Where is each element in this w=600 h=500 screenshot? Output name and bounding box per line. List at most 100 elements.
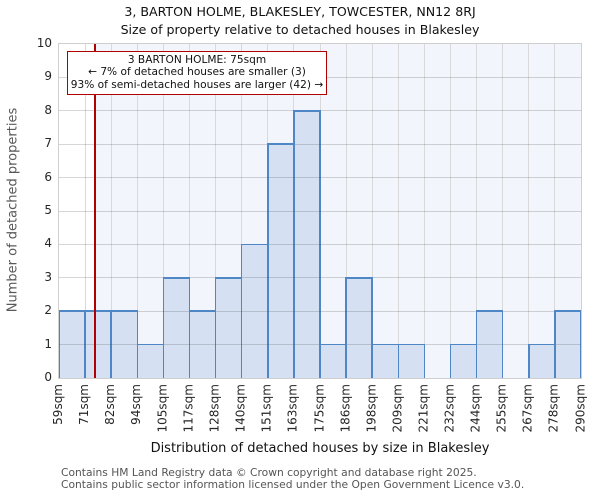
bar-outline-vertical [214,277,217,378]
histogram-bar [476,311,503,378]
y-tick-label: 8 [44,102,52,117]
footer-line-2: Contains public sector information licen… [61,477,525,491]
vertical-gridline [450,44,451,378]
vertical-gridline [110,44,112,378]
footer-line-1: Contains HM Land Registry data © Crown c… [61,466,477,479]
histogram-bar [293,110,320,378]
histogram-bar [320,344,347,378]
vertical-gridline [241,44,243,378]
bar-outline-vertical [528,344,530,378]
vertical-gridline [162,44,164,378]
bar-outline-vertical [293,110,295,378]
x-tick-label: 117sqm [181,384,196,433]
annotation-line-3: 93% of semi-detached houses are larger (… [70,78,324,91]
bar-outline-top [475,310,504,312]
y-tick-label: 9 [44,69,52,84]
bar-outline-top [371,343,400,346]
bar-outline-top [449,343,478,346]
bar-outline-top [397,343,426,346]
histogram-bar [85,311,112,378]
bar-outline-top [528,343,556,346]
vertical-gridline [423,44,425,378]
plot-area: 3 BARTON HOLME: 75sqm ← 7% of detached h… [58,43,582,379]
vertical-gridline [397,44,399,378]
x-tick-label: 232sqm [442,384,457,433]
bar-outline-vertical [371,277,373,378]
histogram-bar [241,244,268,378]
bar-outline-vertical [84,311,86,378]
y-tick-label: 0 [44,370,52,384]
histogram-bar [59,311,86,378]
bar-outline-vertical [423,344,426,378]
x-tick-label: 186sqm [338,384,353,433]
vertical-gridline [554,44,556,378]
chart-subtitle: Size of property relative to detached ho… [120,22,480,37]
bar-outline-vertical [449,344,452,378]
y-tick-label: 3 [44,269,52,284]
bar-outline-vertical [110,311,112,378]
x-tick-label: 128sqm [207,384,222,433]
bar-outline-top [162,277,191,279]
histogram-bar [346,277,373,378]
x-tick-label: 71sqm [77,384,92,425]
bar-outline-top [110,310,139,312]
bar-outline-top [214,277,243,279]
x-tick-label: 151sqm [259,384,274,433]
x-tick-label: 82sqm [103,384,118,425]
vertical-gridline [371,44,373,378]
property-marker-line [94,44,97,378]
histogram-bar [450,344,477,378]
bar-outline-top [345,277,373,279]
annotation-line-1: 3 BARTON HOLME: 75sqm [127,54,267,66]
x-tick-label: 221sqm [416,384,431,433]
histogram-bar [111,311,138,378]
histogram-bar [554,311,581,378]
histogram-bar [267,144,294,378]
bar-outline-vertical [319,110,321,378]
y-tick-label: 4 [44,236,52,251]
vertical-gridline [136,44,138,378]
histogram-bar [372,344,399,378]
bar-outline-vertical [580,311,581,378]
bar-outline-top [188,310,217,312]
y-tick-label: 1 [44,336,52,351]
x-tick-label: 140sqm [233,384,248,433]
x-tick-label: 278sqm [546,384,561,433]
bar-outline-top [59,310,86,312]
horizontal-gridline [59,277,581,279]
annotation-box: 3 BARTON HOLME: 75sqm ← 7% of detached h… [67,51,327,95]
horizontal-gridline [59,310,581,312]
bar-outline-top [554,310,581,312]
bar-outline-vertical [501,311,504,378]
bar-outline-vertical [345,277,347,378]
chart-title: 3, BARTON HOLME, BLAKESLEY, TOWCESTER, N… [124,4,476,19]
vertical-gridline [215,44,217,378]
bar-outline-top [84,310,112,312]
bar-outline-top [293,110,321,112]
bar-outline-vertical [267,144,269,378]
y-tick-label: 2 [44,303,52,318]
x-tick-label: 94sqm [129,384,144,425]
vertical-gridline [476,44,478,378]
x-tick-label: 290sqm [573,384,587,433]
bar-outline-vertical [162,277,165,378]
vertical-gridline [345,44,347,378]
bar-outline-vertical [240,244,243,378]
vertical-gridline [528,44,530,378]
y-tick-label: 5 [44,203,52,217]
x-tick-label: 59sqm [51,384,65,425]
histogram-bar [137,344,164,378]
bar-outline-top [319,343,347,346]
bar-outline-vertical [397,344,400,378]
horizontal-gridline [59,243,581,245]
x-tick-label: 244sqm [468,384,483,433]
x-tick-label: 198sqm [364,384,379,433]
histogram-bar [163,277,190,378]
bar-outline-top [240,243,269,246]
histogram-bar [398,344,425,378]
bar-outline-vertical [59,311,60,378]
x-tick-label: 209sqm [390,384,405,433]
vertical-gridline [84,44,86,378]
x-tick-label: 163sqm [285,384,300,433]
